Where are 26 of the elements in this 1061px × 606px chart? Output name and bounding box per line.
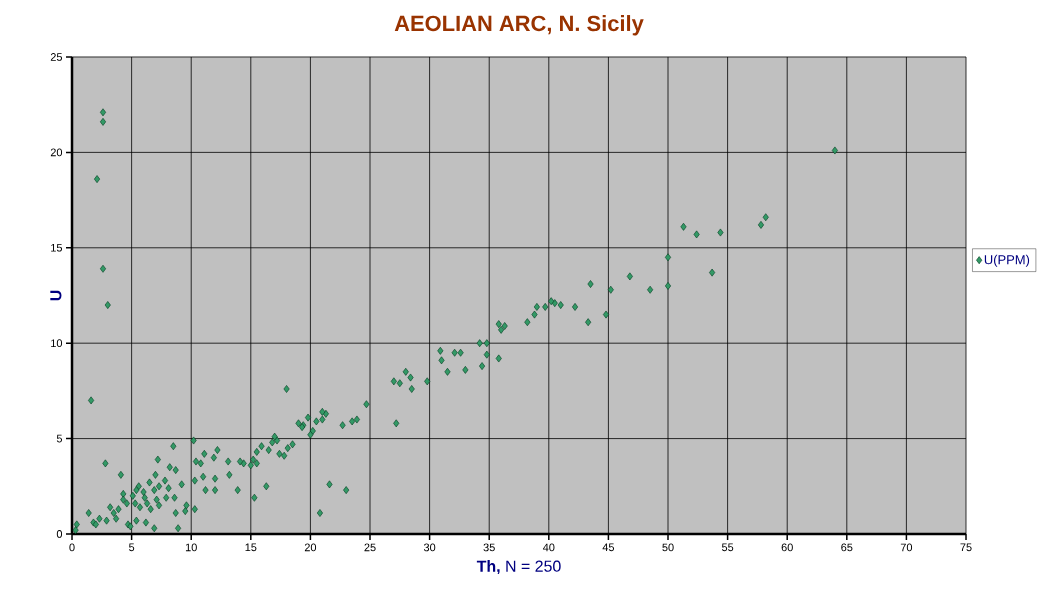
x-tick-label: 0 [69, 543, 75, 552]
legend-label: U(PPM) [984, 254, 1030, 267]
x-tick-label: 5 [129, 543, 135, 552]
x-tick-label: 30 [423, 543, 436, 552]
x-tick-label: 75 [960, 543, 972, 552]
x-axis-title: Th, N = 250 [476, 560, 561, 575]
x-tick-label: 50 [662, 543, 674, 552]
x-tick-label: 10 [185, 543, 197, 552]
x-tick-label: 15 [245, 543, 257, 552]
x-tick-label: 65 [841, 543, 853, 552]
y-axis-title: U [50, 290, 62, 301]
x-tick-label: 70 [900, 543, 913, 552]
chart-title: AEOLIAN ARC, N. Sicily [394, 15, 644, 36]
x-tick-label: 55 [721, 543, 734, 552]
x-tick-label: 60 [781, 543, 793, 552]
y-tick-label: 10 [51, 339, 63, 348]
y-tick-label: 15 [51, 243, 63, 252]
y-tick-label: 25 [50, 53, 63, 61]
x-tick-label: 25 [364, 543, 376, 552]
y-tick-label: 5 [56, 434, 63, 443]
x-tick-label: 20 [304, 543, 317, 552]
y-tick-label: 20 [50, 148, 63, 157]
x-tick-label: 35 [483, 543, 495, 552]
x-tick-label: 40 [542, 543, 555, 552]
x-tick-label: 45 [602, 543, 615, 552]
y-tick-label: 0 [56, 530, 63, 538]
